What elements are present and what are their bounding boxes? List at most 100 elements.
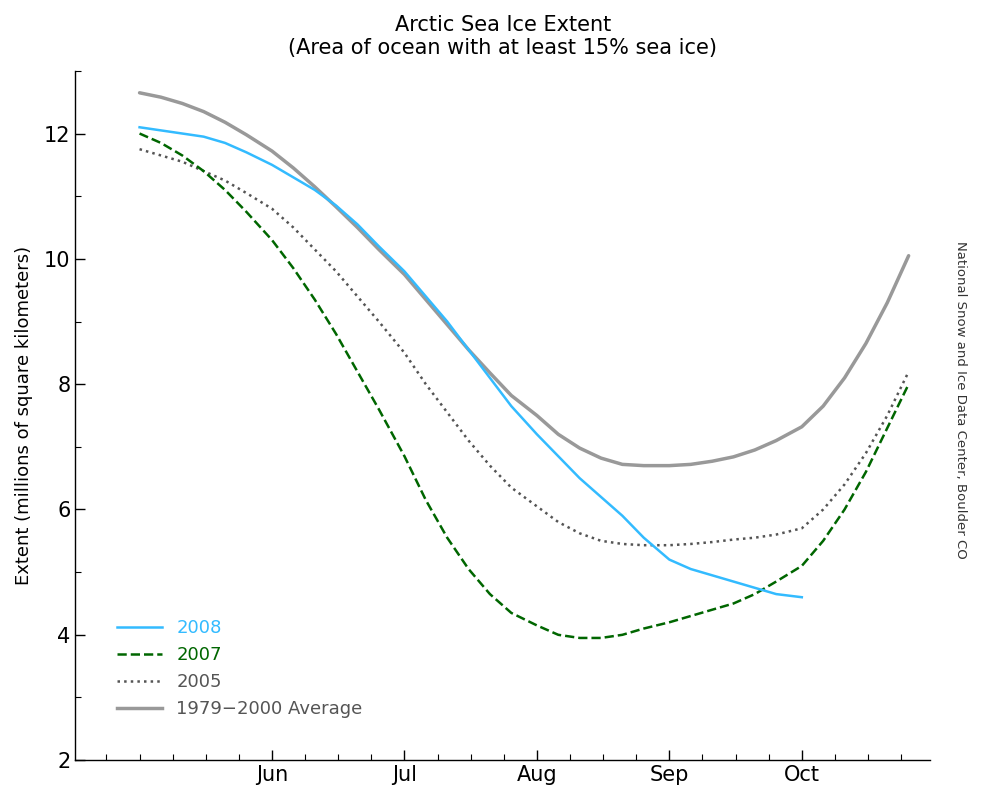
1979−2000 Average: [330, 202, 342, 212]
1979−2000 Average: [531, 410, 543, 420]
1979−2000 Average: [240, 130, 252, 139]
2005: [770, 530, 782, 539]
2005: [398, 348, 410, 358]
2008: [595, 492, 607, 502]
2008: [198, 132, 210, 142]
2007: [903, 379, 915, 389]
1979−2000 Average: [903, 251, 915, 261]
1979−2000 Average: [484, 368, 496, 378]
2005: [373, 317, 385, 326]
1979−2000 Average: [796, 422, 808, 431]
2007: [219, 185, 231, 194]
2005: [881, 410, 893, 420]
2005: [552, 518, 564, 527]
2008: [398, 266, 410, 276]
2008: [552, 451, 564, 461]
2008: [463, 345, 475, 354]
2005: [903, 367, 915, 377]
1979−2000 Average: [198, 106, 210, 116]
2005: [749, 533, 761, 542]
2007: [176, 150, 188, 160]
2005: [685, 539, 697, 549]
2008: [420, 292, 432, 302]
2005: [219, 176, 231, 186]
2008: [638, 533, 650, 542]
2005: [531, 502, 543, 511]
1979−2000 Average: [287, 163, 299, 173]
2005: [817, 505, 829, 514]
1979−2000 Average: [309, 182, 321, 191]
2007: [155, 138, 167, 148]
2007: [463, 564, 475, 574]
1979−2000 Average: [266, 146, 278, 156]
2007: [727, 598, 739, 608]
Line: 1979−2000 Average: 1979−2000 Average: [140, 93, 909, 466]
2007: [531, 621, 543, 630]
1979−2000 Average: [176, 98, 188, 108]
2005: [351, 292, 363, 302]
2005: [484, 461, 496, 470]
2005: [198, 166, 210, 176]
2008: [266, 160, 278, 170]
2005: [839, 480, 851, 490]
1979−2000 Average: [441, 320, 453, 330]
2007: [309, 294, 321, 304]
2007: [817, 536, 829, 546]
2008: [176, 129, 188, 138]
2007: [638, 624, 650, 634]
1979−2000 Average: [727, 452, 739, 462]
2007: [505, 608, 517, 618]
1979−2000 Average: [595, 454, 607, 463]
2007: [616, 630, 628, 640]
2005: [463, 436, 475, 446]
1979−2000 Average: [706, 457, 718, 466]
Legend: 2008, 2007, 2005, 1979−2000 Average: 2008, 2007, 2005, 1979−2000 Average: [110, 612, 370, 726]
2005: [420, 379, 432, 389]
1979−2000 Average: [770, 436, 782, 446]
2007: [595, 633, 607, 642]
2007: [860, 467, 872, 477]
1979−2000 Average: [398, 270, 410, 279]
1979−2000 Average: [881, 298, 893, 307]
2007: [198, 166, 210, 176]
2007: [266, 235, 278, 245]
2008: [484, 373, 496, 382]
Line: 2008: 2008: [140, 127, 802, 598]
2007: [420, 495, 432, 505]
Title: Arctic Sea Ice Extent
(Area of ocean with at least 15% sea ice): Arctic Sea Ice Extent (Area of ocean wit…: [288, 15, 717, 58]
Y-axis label: Extent (millions of square kilometers): Extent (millions of square kilometers): [15, 246, 33, 585]
1979−2000 Average: [638, 461, 650, 470]
2005: [616, 539, 628, 549]
2008: [796, 593, 808, 602]
2005: [134, 144, 146, 154]
2005: [441, 407, 453, 417]
1979−2000 Average: [749, 445, 761, 454]
2008: [770, 590, 782, 599]
2008: [155, 126, 167, 135]
2008: [574, 474, 586, 483]
1979−2000 Average: [616, 459, 628, 469]
2008: [706, 570, 718, 580]
1979−2000 Average: [505, 390, 517, 400]
2005: [860, 448, 872, 458]
2007: [398, 451, 410, 461]
1979−2000 Average: [373, 245, 385, 254]
2008: [373, 242, 385, 251]
2005: [287, 222, 299, 232]
1979−2000 Average: [552, 430, 564, 439]
2008: [616, 511, 628, 521]
2005: [240, 188, 252, 198]
1979−2000 Average: [134, 88, 146, 98]
2005: [727, 534, 739, 544]
2005: [706, 538, 718, 547]
2008: [309, 185, 321, 194]
1979−2000 Average: [420, 294, 432, 304]
2007: [351, 367, 363, 377]
2007: [552, 630, 564, 640]
2007: [770, 577, 782, 586]
2008: [531, 430, 543, 439]
2007: [839, 505, 851, 514]
2005: [796, 523, 808, 533]
2007: [134, 129, 146, 138]
2007: [240, 207, 252, 217]
